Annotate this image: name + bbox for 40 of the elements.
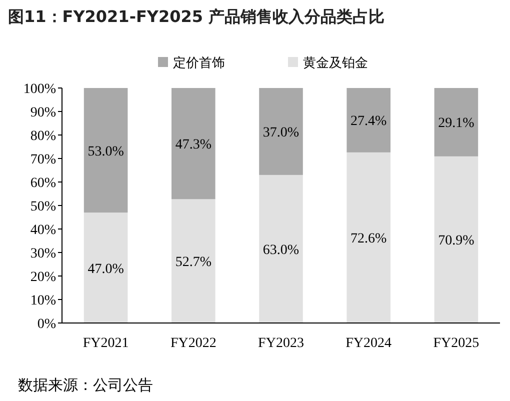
x-tick-label: FY2025 <box>433 336 480 351</box>
data-label: 52.7% <box>175 255 212 270</box>
bar <box>172 199 216 323</box>
bar <box>84 212 128 323</box>
y-tick-label: 70% <box>30 152 56 168</box>
data-label: 47.0% <box>88 262 124 277</box>
legend-label: 定价首饰 <box>173 56 225 71</box>
data-label: 47.3% <box>175 138 212 153</box>
y-tick-label: 20% <box>30 270 56 285</box>
bar <box>434 156 478 323</box>
bar <box>434 88 478 156</box>
bar <box>84 88 128 213</box>
bar <box>346 88 390 152</box>
y-tick-label: 40% <box>30 223 56 238</box>
data-label: 37.0% <box>262 125 300 140</box>
y-tick-label: 60% <box>30 176 56 191</box>
y-tick-label: 80% <box>30 129 56 144</box>
y-tick-label: 100% <box>23 82 56 97</box>
bar <box>346 152 390 323</box>
data-label: 53.0% <box>88 144 124 160</box>
data-label: 70.9% <box>438 234 475 249</box>
source-note: 数据来源：公司公告 <box>18 376 153 394</box>
data-label: 29.1% <box>438 116 475 132</box>
y-tick-label: 30% <box>30 246 56 262</box>
data-label: 72.6% <box>350 232 388 247</box>
y-tick-label: 90% <box>30 106 56 120</box>
x-tick-label: FY2023 <box>258 336 304 351</box>
bar <box>259 88 303 175</box>
x-tick-label: FY2024 <box>346 336 392 351</box>
y-tick-label: 0% <box>37 317 56 332</box>
legend-label: 黄金及铂金 <box>303 56 368 71</box>
x-tick-label: FY2021 <box>82 336 129 351</box>
y-tick-label: 10% <box>30 294 56 308</box>
y-tick-label: 50% <box>30 200 56 214</box>
chart-title: 图11：FY2021-FY2025 产品销售收入分品类占比 <box>8 7 385 26</box>
bar <box>172 88 216 200</box>
data-label: 63.0% <box>262 242 300 258</box>
bar <box>259 174 303 323</box>
x-tick-label: FY2022 <box>170 336 216 351</box>
data-label: 27.4% <box>350 114 388 130</box>
